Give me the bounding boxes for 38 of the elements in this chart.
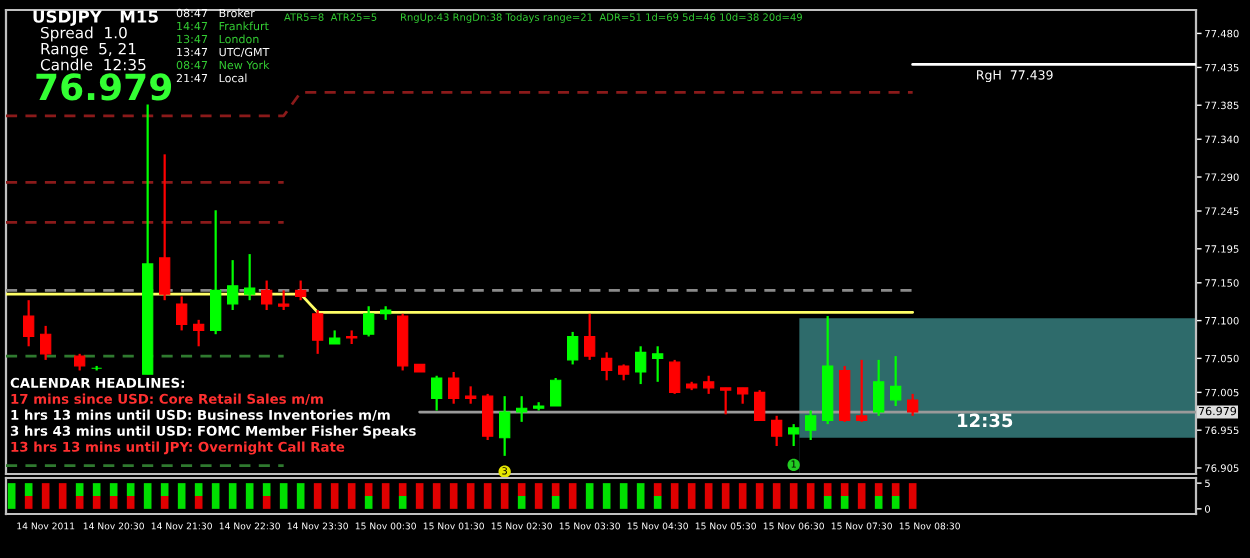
candlestick [669,358,681,396]
candlestick [516,395,528,423]
candlestick [159,153,171,302]
candlestick [873,358,885,417]
candlestick [261,279,273,312]
candlestick [278,289,290,312]
candlestick [720,386,732,416]
candlestick [635,345,647,386]
candlestick [907,392,919,417]
candlestick [363,305,375,338]
candlestick [210,209,222,336]
candlestick [771,414,783,448]
candlestick [584,312,596,361]
candlestick [550,376,562,408]
candlestick [40,324,52,361]
candlestick [652,345,664,383]
candlestick [754,389,766,422]
candlestick [890,355,902,408]
candlestick [788,423,800,448]
candlestick [176,295,188,332]
candlestick [23,299,35,348]
candlestick [567,330,579,366]
annotation: 12:35 [958,413,1013,428]
candlestick [703,374,715,396]
candlestick [856,358,868,423]
annotation: USDJPY M15 [33,10,158,26]
candlestick [431,374,443,412]
candlestick [227,259,239,312]
candlestick [601,351,613,382]
candlestick [805,409,817,442]
candlestick [244,252,256,302]
candlestick [499,395,511,457]
annotation: 76.979 [36,73,172,101]
candlestick [295,279,307,302]
candlestick [448,370,460,405]
candlestick [193,318,205,348]
candlestick [482,392,494,442]
candlestick [312,308,324,355]
